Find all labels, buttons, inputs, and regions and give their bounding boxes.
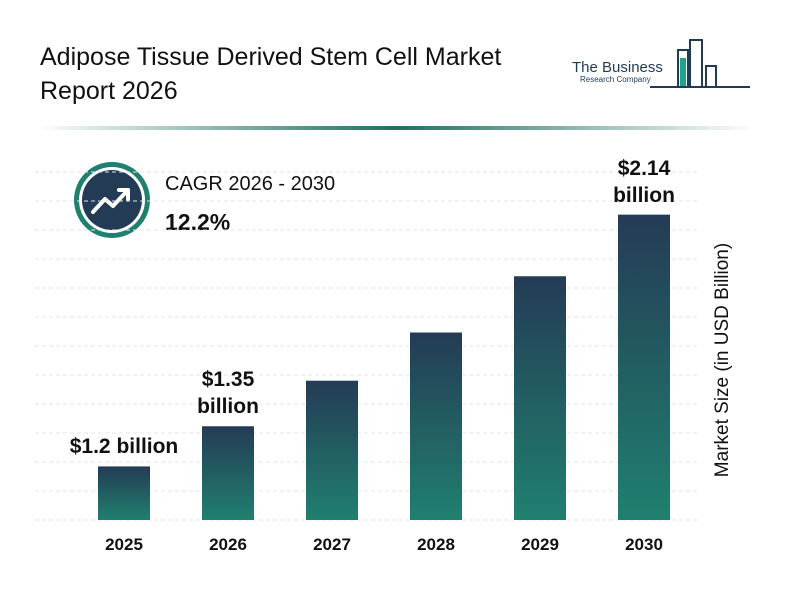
bar <box>514 276 566 520</box>
x-tick-label: 2027 <box>313 535 351 554</box>
chart-title: Adipose Tissue Derived Stem Cell Market … <box>40 43 502 105</box>
logo <box>650 39 750 88</box>
value-label: $2.14 billion <box>613 156 675 207</box>
x-tick-label: 2029 <box>521 535 559 554</box>
x-tick-label: 2026 <box>209 535 247 554</box>
value-label: $1.35 billion <box>197 368 259 419</box>
x-tick-label: 2030 <box>625 535 663 554</box>
bar <box>306 380 358 520</box>
divider <box>35 126 755 130</box>
cagr-label: CAGR 2026 - 2030 <box>165 173 335 195</box>
cagr-value: 12.2% <box>165 209 230 235</box>
x-tick-label: 2028 <box>417 535 455 554</box>
cagr-icon <box>74 162 150 238</box>
bar <box>202 426 254 520</box>
value-label: $1.2 billion <box>69 435 179 459</box>
brand-name: The Business <box>572 59 663 76</box>
bar <box>98 466 150 520</box>
y-axis-label: Market Size (in USD Billion) <box>712 243 733 477</box>
x-tick-label: 2025 <box>105 535 143 554</box>
brand-sub: Research Company <box>580 75 651 84</box>
bar <box>618 214 670 520</box>
bar <box>410 332 462 520</box>
